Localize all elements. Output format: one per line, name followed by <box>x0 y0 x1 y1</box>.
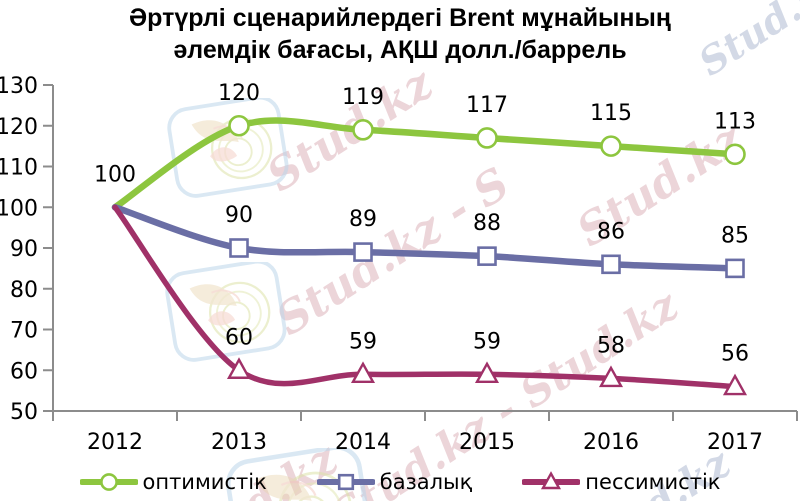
y-tick-label: 130 <box>0 74 38 99</box>
legend-item-base: базалық <box>316 470 473 494</box>
data-point-marker <box>226 357 252 379</box>
y-tick-label: 110 <box>0 156 38 181</box>
y-tick-label: 60 <box>10 359 38 384</box>
legend-label-pessimistic: пессимистік <box>585 470 721 494</box>
data-label: 56 <box>721 342 749 367</box>
x-tick-label: 2017 <box>707 430 763 455</box>
data-label: 59 <box>349 329 377 354</box>
x-tick-label: 2012 <box>87 430 143 455</box>
series-line-базалық <box>111 204 739 272</box>
legend: оптимистік базалық пессимистік <box>0 463 800 501</box>
legend-item-pessimistic: пессимистік <box>522 471 720 493</box>
data-point-marker <box>725 258 745 279</box>
y-tick-label: 80 <box>10 278 38 303</box>
data-label: 59 <box>473 329 501 354</box>
data-point-marker <box>229 238 249 258</box>
series-line-пессимистік <box>112 204 738 390</box>
data-point-marker <box>228 114 250 137</box>
data-point-marker <box>600 135 622 157</box>
data-label: 89 <box>349 207 377 232</box>
data-label: 60 <box>225 325 253 350</box>
series-line-оптимистік <box>111 117 739 211</box>
chart-title-line2: әлемдік бағасы, АҚШ долл./баррель <box>173 36 627 64</box>
data-label: 113 <box>714 109 756 134</box>
data-point-marker <box>477 246 497 266</box>
data-point-marker <box>474 361 500 384</box>
data-point-marker <box>476 127 498 149</box>
x-tick-label: 2014 <box>335 430 391 455</box>
data-label: 90 <box>225 203 253 228</box>
y-tick-label: 70 <box>10 319 38 344</box>
x-tick-label: 2013 <box>211 430 267 455</box>
data-point-marker <box>353 242 373 262</box>
data-point-marker <box>601 254 621 275</box>
data-label: 85 <box>721 223 749 248</box>
legend-label-optimistic: оптимистік <box>142 470 267 494</box>
chart-title: Әртүрлі сценарийлердегі Brent мұнайының … <box>0 2 800 66</box>
legend-label-base: базалық <box>379 470 473 494</box>
legend-marker-pessimistic-icon <box>522 471 581 490</box>
data-point-marker <box>99 473 118 491</box>
data-label: 120 <box>218 81 260 106</box>
y-tick-label: 100 <box>0 196 38 221</box>
legend-item-optimistic: оптимистік <box>79 470 267 494</box>
data-label: 115 <box>590 101 632 126</box>
legend-marker-optimistic-icon <box>79 473 138 491</box>
y-tick-label: 120 <box>0 115 38 140</box>
data-point-marker <box>722 373 748 396</box>
data-point-marker <box>598 365 624 388</box>
data-label: 117 <box>466 93 508 118</box>
legend-marker-base-icon <box>316 473 375 491</box>
x-tick-label: 2016 <box>583 430 639 455</box>
y-tick-label: 50 <box>10 400 38 425</box>
data-point-marker <box>352 119 374 141</box>
data-label: 88 <box>473 211 501 236</box>
y-tick-label: 90 <box>10 237 38 262</box>
data-point-marker <box>350 361 376 384</box>
data-point-marker <box>337 473 354 491</box>
data-label: 100 <box>94 162 136 187</box>
data-label: 58 <box>597 333 625 358</box>
x-tick-label: 2015 <box>459 430 515 455</box>
data-label: 86 <box>597 219 625 244</box>
data-point-marker <box>724 143 746 166</box>
chart-title-line1: Әртүрлі сценарийлердегі Brent мұнайының <box>129 4 671 32</box>
data-point-marker <box>541 471 562 490</box>
data-label: 119 <box>342 85 384 110</box>
